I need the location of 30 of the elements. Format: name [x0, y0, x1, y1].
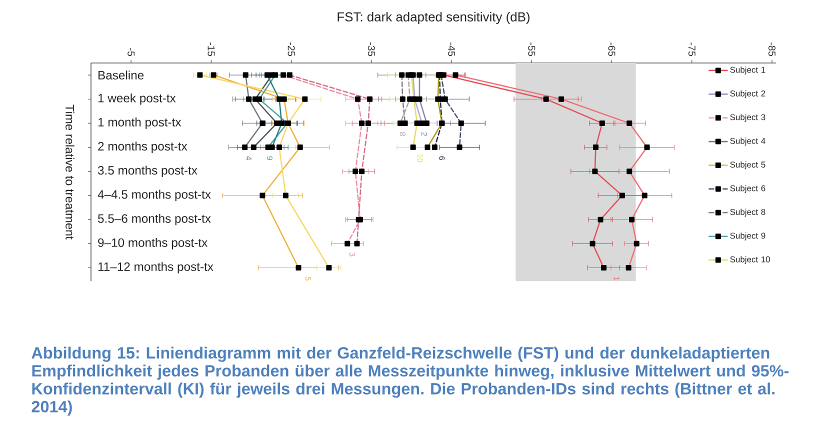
text: Abbildung 15: Liniendiagramm mit der Ganzfeld-Reizschwelle (FST) und der dunkeladaptierten Empfindlichkeit jedes Probanden über alle Messzeitpunkte hinweg, inklusive Mittelwert und 95%-Konfidenzintervall (KI) für jeweils drei Messungen. Die Probanden-IDs sind rechts (Bittner et al. 2014)	[32, 346, 789, 416]
y-tick-label: 1 week post-tx	[98, 93, 176, 105]
y-tick-label: Baseline	[98, 70, 144, 80]
y-tick-label: 3.5 months post-tx	[98, 166, 198, 178]
y-tick-label: 9–10 months post-tx	[98, 238, 208, 250]
legend-label: Subject 9	[730, 232, 766, 240]
y-tick-label: 1 month post-tx	[98, 118, 182, 129]
legend-label: Subject 8	[730, 208, 766, 217]
x-tick-label: -65	[608, 42, 616, 56]
legend-label: Subject 2	[730, 90, 766, 98]
x-tick-label: -5	[128, 48, 135, 56]
y-tick-label: 2 months post-tx	[98, 142, 188, 153]
y-axis-title: Time relative to treatment	[66, 104, 74, 240]
legend-label: Subject 6	[730, 185, 766, 193]
x-tick-label: -15	[208, 42, 215, 56]
x-tick-label: -35	[368, 42, 375, 56]
legend-label: Subject 1	[730, 66, 766, 74]
legend-label: Subject 10	[730, 256, 770, 264]
x-tick-label: -75	[688, 42, 696, 56]
y-tick-label: 4–4.5 months post-tx	[98, 190, 211, 202]
x-tick-label: -55	[528, 42, 536, 56]
y-tick-label: 11–12 months post-tx	[98, 262, 214, 274]
y-tick-label: 5.5–6 months post-tx	[98, 214, 211, 226]
legend-label: Subject 5	[730, 161, 766, 170]
x-tick-label: -25	[288, 42, 295, 56]
x-tick-label: -85	[768, 42, 776, 56]
legend-label: Subject 4	[730, 138, 766, 146]
x-axis-title: FST: dark adapted sensitivity (dB)	[338, 12, 530, 24]
legend-label: Subject 3	[730, 114, 766, 122]
x-tick-label: -45	[448, 42, 456, 56]
